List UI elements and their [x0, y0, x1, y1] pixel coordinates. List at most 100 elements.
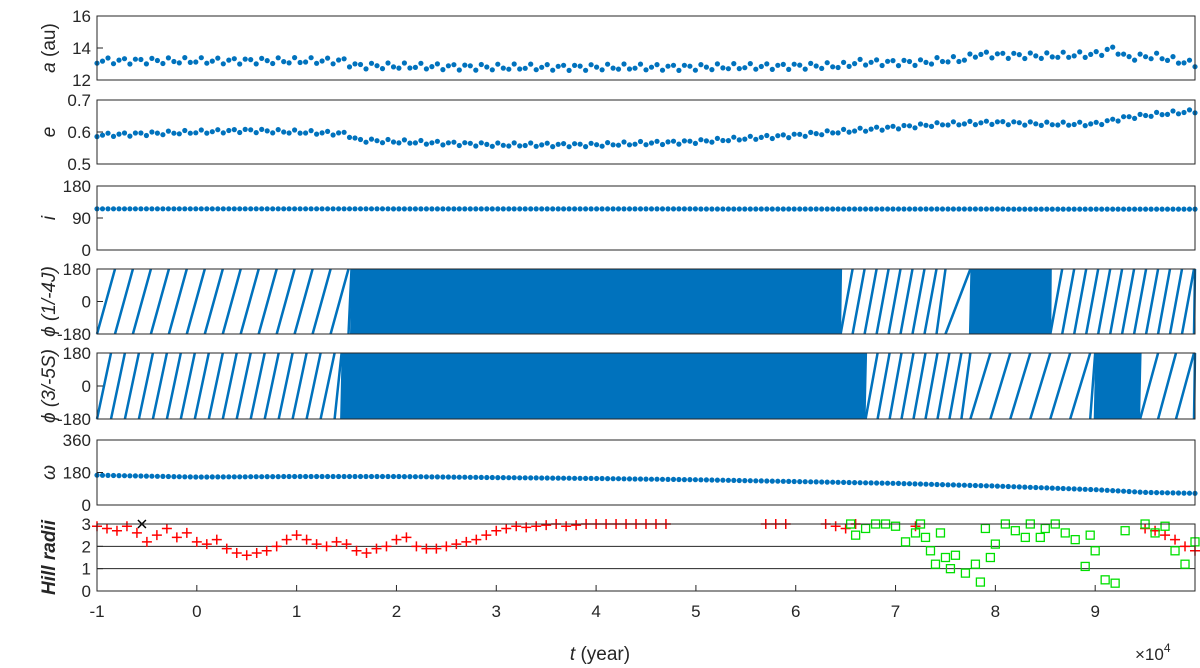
data-point-i [566, 206, 572, 212]
data-point-i [720, 206, 726, 212]
data-point-i [99, 206, 106, 212]
data-point-i [797, 206, 803, 212]
data-point-e [198, 127, 204, 133]
y-tick-label-i: 90 [72, 209, 91, 228]
data-point-a [231, 56, 237, 62]
data-point-i [325, 206, 331, 212]
data-point-e [1022, 122, 1028, 128]
data-point-a [906, 58, 913, 65]
y-tick-label-phi2: 0 [82, 377, 91, 396]
data-point-omega [714, 477, 721, 483]
data-point-i [484, 206, 490, 212]
y-axis-label-unit-phi1: (1/-4J) [39, 266, 60, 326]
data-point-a [357, 61, 364, 68]
data-point-omega [1099, 487, 1105, 493]
data-point-i [116, 206, 122, 212]
data-point-a [742, 65, 748, 71]
data-point-omega [110, 472, 117, 479]
data-point-e [1044, 119, 1050, 125]
data-point-i [791, 206, 797, 212]
hill-green-square-point [1010, 526, 1020, 536]
data-point-a [1099, 52, 1105, 59]
data-point-a [484, 64, 490, 70]
data-point-a [242, 56, 248, 62]
data-point-e [1186, 107, 1193, 113]
data-point-e [495, 140, 501, 146]
data-point-a [632, 65, 638, 71]
hill-green-square-point [1080, 561, 1090, 572]
hill-red-plus-point [211, 534, 222, 545]
hill-green-square-point [985, 552, 996, 563]
angle-regime-phi1-1 [350, 268, 843, 335]
data-point-e [895, 126, 902, 132]
data-point-e [176, 131, 182, 137]
data-point-e [1000, 119, 1006, 125]
data-point-a [923, 59, 929, 65]
data-point-e [561, 141, 567, 147]
data-point-a [506, 66, 512, 72]
data-point-a [1104, 46, 1110, 53]
data-point-e [934, 120, 940, 126]
data-point-omega [1077, 486, 1083, 492]
data-point-omega [950, 482, 957, 488]
data-point-a [143, 61, 149, 67]
data-point-e [171, 130, 177, 136]
data-point-e [566, 144, 572, 150]
data-point-e [1038, 122, 1044, 128]
data-point-i [220, 206, 226, 212]
hill-red-plus-point [241, 550, 252, 561]
data-point-e [1181, 109, 1187, 116]
y-tick-label-hill: 1 [82, 560, 91, 579]
data-point-i [736, 206, 742, 212]
data-point-a [1175, 60, 1182, 66]
data-point-a [725, 66, 732, 72]
data-point-a [939, 58, 946, 65]
data-point-omega [791, 478, 797, 485]
data-point-a [341, 56, 347, 62]
data-point-omega [868, 480, 874, 486]
data-point-omega [1027, 484, 1033, 490]
data-point-i [758, 206, 764, 212]
data-point-i [1066, 206, 1072, 212]
data-point-omega [253, 474, 259, 480]
data-point-i [193, 206, 199, 212]
data-point-i [659, 206, 666, 212]
hill-red-plus-point [421, 543, 432, 554]
data-point-i [451, 206, 457, 212]
data-point-e [467, 140, 473, 146]
data-point-i [912, 206, 918, 212]
data-point-e [945, 122, 951, 128]
data-point-a [116, 57, 122, 63]
data-point-i [714, 206, 721, 212]
panel-e [94, 107, 1198, 150]
x-tick-label: 8 [991, 602, 1000, 621]
frame-omega [96, 439, 1196, 506]
data-point-i [121, 206, 128, 212]
data-point-omega [610, 476, 616, 482]
data-point-e [813, 131, 819, 137]
y-tick-label-phi1: 0 [82, 293, 91, 312]
data-point-i [681, 206, 688, 212]
data-point-a [451, 62, 457, 68]
hill-green-square-point [1020, 532, 1030, 543]
data-point-e [648, 140, 655, 146]
data-point-a [1137, 51, 1143, 57]
data-point-a [319, 58, 325, 64]
data-point-omega [1055, 485, 1061, 491]
data-point-omega [1088, 486, 1094, 493]
data-point-i [352, 206, 358, 212]
data-point-e [297, 130, 303, 136]
data-point-i [165, 206, 171, 212]
data-point-a [972, 54, 979, 60]
data-point-omega [231, 474, 237, 480]
data-point-e [143, 132, 149, 139]
data-point-omega [259, 474, 265, 480]
data-point-e [451, 139, 457, 145]
data-point-i [176, 206, 182, 212]
data-point-a [368, 60, 375, 66]
data-point-e [1093, 119, 1099, 125]
data-point-i [330, 206, 336, 212]
frame-i [96, 185, 1196, 251]
data-point-e [550, 144, 556, 150]
data-point-i [599, 206, 605, 212]
